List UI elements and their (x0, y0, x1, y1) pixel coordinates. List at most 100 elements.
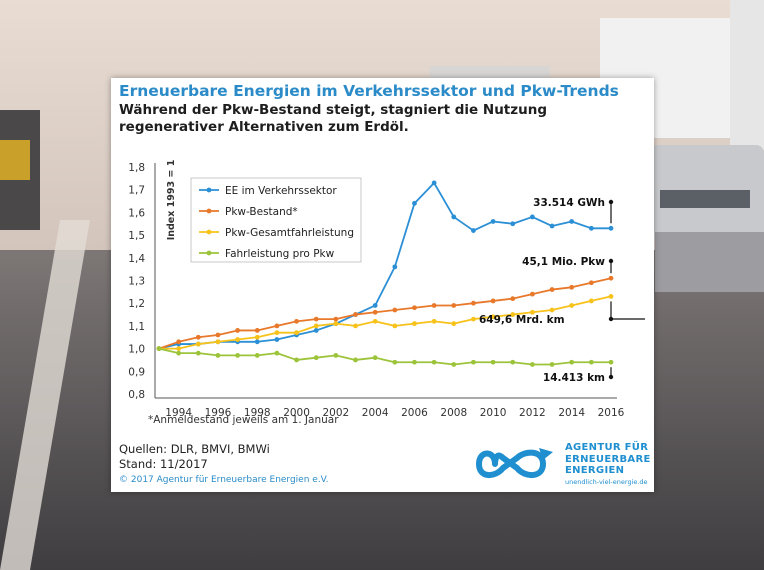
data-point (510, 296, 516, 302)
y-tick-label: 1,3 (128, 276, 145, 288)
data-point (451, 321, 457, 327)
data-point (569, 219, 575, 224)
series-line (158, 277, 612, 350)
data-point (490, 359, 496, 365)
legend-label: EE im Verkehrssektor (225, 185, 337, 197)
data-point (294, 330, 299, 336)
data-point (333, 321, 339, 327)
data-point (412, 200, 417, 206)
data-point (451, 214, 457, 220)
sources: Quellen: DLR, BMVI, BMWi Stand: 11/2017 (119, 442, 270, 472)
data-point (569, 303, 575, 308)
x-tick-label: 1996 (205, 407, 232, 418)
legend-label: Pkw-Gesamtfahrleistung (225, 227, 354, 239)
infographic-card: Erneuerbare Energien im Verkehrssektor u… (111, 78, 654, 492)
annotation-dot (608, 374, 614, 380)
data-point (274, 337, 280, 342)
legend-marker (206, 187, 212, 193)
data-point (254, 334, 260, 340)
data-point (608, 225, 614, 231)
data-point (294, 318, 299, 324)
annotation-label: 649,6 Mrd. km (479, 314, 565, 326)
data-point (215, 339, 221, 345)
data-point (156, 346, 162, 351)
data-point (549, 223, 555, 229)
logo-line: AGENTUR FÜR (565, 442, 649, 453)
data-point (549, 307, 555, 313)
logo-line: ENERGIEN (565, 465, 625, 476)
data-point (392, 359, 398, 365)
data-point (588, 359, 594, 365)
data-point (392, 264, 398, 270)
data-point (451, 362, 457, 367)
data-point (608, 359, 614, 365)
legend-marker (206, 208, 212, 214)
data-point (313, 328, 319, 333)
data-point (490, 314, 496, 320)
data-point (490, 298, 496, 304)
y-tick-label: 1,8 (128, 162, 145, 174)
data-point (529, 291, 535, 297)
data-point (510, 359, 516, 365)
data-point (569, 284, 575, 290)
chart-footnote: *Anmeldestand jeweils am 1. Januar (148, 414, 339, 426)
data-point (510, 221, 516, 227)
data-point (588, 225, 594, 231)
data-point (353, 323, 358, 329)
data-point (569, 359, 575, 365)
data-point (431, 303, 437, 308)
data-point (529, 309, 535, 315)
data-point (235, 328, 241, 333)
date-line: Stand: 11/2017 (119, 457, 208, 471)
data-point (392, 323, 398, 329)
data-point (195, 341, 201, 347)
data-point (195, 334, 201, 340)
logo-text: AGENTUR FÜR ERNEUERBARE ENERGIEN (565, 442, 651, 477)
y-tick-label: 1,7 (128, 185, 145, 197)
y-tick-label: 1,5 (128, 230, 145, 242)
line-chart: 0,8 0,9 1,0 1,1 1,2 1,3 1,4 1,5 1,6 1,7 1,8 1994 199… (128, 160, 645, 418)
logo-url: unendlich-viel-energie.de (565, 478, 648, 486)
annotation-dot (608, 258, 614, 264)
data-point (176, 339, 182, 345)
data-point (254, 328, 260, 333)
series-line (159, 295, 612, 350)
data-point (490, 219, 496, 224)
data-point (176, 346, 182, 351)
legend-marker (206, 250, 212, 256)
x-tick-label: 2002 (323, 407, 350, 418)
y-tick-label: 0,8 (128, 389, 145, 401)
data-point (412, 359, 417, 365)
annotation-label: 33.514 GWh (533, 197, 605, 209)
subtitle: Während der Pkw-Bestand steigt, stagnier… (119, 102, 547, 135)
data-point (510, 312, 516, 317)
copyright: © 2017 Agentur für Erneuerbare Energien … (119, 475, 329, 485)
data-point (549, 362, 555, 367)
data-point (353, 357, 358, 363)
annotation-label: 45,1 Mio. Pkw (522, 256, 605, 268)
data-point (588, 280, 594, 286)
data-point (471, 316, 476, 322)
x-tick-label: 2004 (362, 407, 389, 418)
data-point (471, 359, 476, 365)
series-line (158, 347, 611, 366)
sources-line: Quellen: DLR, BMVI, BMWi (119, 442, 270, 456)
data-point (274, 330, 280, 336)
logo-line: ERNEUERBARE (565, 453, 651, 465)
x-tick-label: 2014 (558, 407, 585, 418)
data-point (235, 353, 241, 358)
data-point (333, 353, 339, 358)
data-point (176, 350, 182, 356)
data-point (254, 339, 260, 345)
page-title: Erneuerbare Energien im Verkehrssektor u… (119, 82, 619, 100)
annotation-dot (608, 199, 614, 205)
data-point (471, 228, 476, 233)
data-point (313, 316, 319, 322)
data-point (451, 303, 457, 308)
y-tick-label: 1,0 (128, 344, 145, 356)
data-point (372, 355, 378, 361)
x-tick-label: 2016 (598, 407, 625, 418)
data-point (313, 355, 319, 361)
data-point (215, 332, 221, 338)
legend-label: Pkw-Bestand* (225, 206, 298, 218)
